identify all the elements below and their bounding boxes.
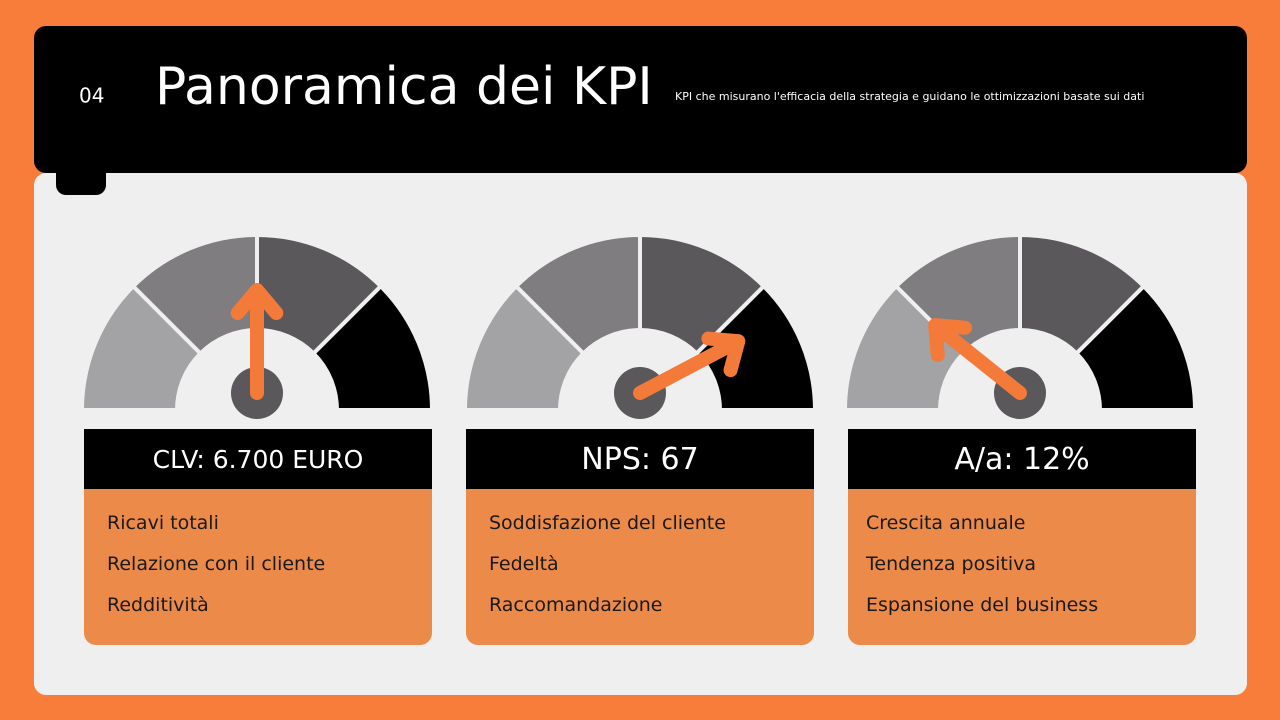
kpi-item: Tendenza positiva [866, 553, 1037, 575]
kpi-card: A/a: 12% Crescita annuale Tendenza positiv… [848, 429, 1196, 645]
kpi-body: Soddisfazione del cliente Fedeltà Raccoman… [466, 489, 814, 645]
gauge-needle [633, 331, 746, 400]
kpi-metric: CLV: 6.700 EURO [84, 429, 432, 489]
subtitle: KPI che misurano l'efficacia della strat… [675, 90, 1144, 103]
kpi-body: Ricavi totali Relazione con il cliente Red… [84, 489, 432, 645]
notch [56, 150, 106, 195]
kpi-metric: A/a: 12% [848, 429, 1196, 489]
gauge-sector [693, 283, 818, 412]
kpi-metric: NPS: 67 [466, 429, 814, 489]
section-number: 04 [79, 84, 104, 108]
kpi-item: Redditività [107, 594, 209, 616]
kpi-item: Fedeltà [489, 553, 559, 575]
gauges [79, 232, 1198, 419]
kpi-item: Crescita annuale [866, 512, 1026, 534]
kpi-item: Soddisfazione del cliente [489, 512, 726, 534]
title: Panoramica dei KPI [155, 57, 653, 117]
kpi-item: Relazione con il cliente [107, 553, 326, 575]
kpi-card: NPS: 67 Soddisfazione del cliente Fedeltà R… [466, 429, 814, 645]
kpi-card: CLV: 6.700 EURO Ricavi totali Relazione co… [84, 429, 432, 645]
kpi-item: Ricavi totali [107, 512, 219, 534]
gauge-needle [230, 283, 284, 400]
gauge-sector [310, 283, 435, 412]
gauge-needle [928, 318, 1027, 400]
kpi-body: Crescita annuale Tendenza positiva Espansi… [848, 489, 1196, 645]
gauge-sector [1073, 283, 1198, 412]
header-panel [34, 26, 1247, 173]
kpi-item: Espansione del business [866, 594, 1099, 616]
kpi-item: Raccomandazione [489, 594, 663, 616]
